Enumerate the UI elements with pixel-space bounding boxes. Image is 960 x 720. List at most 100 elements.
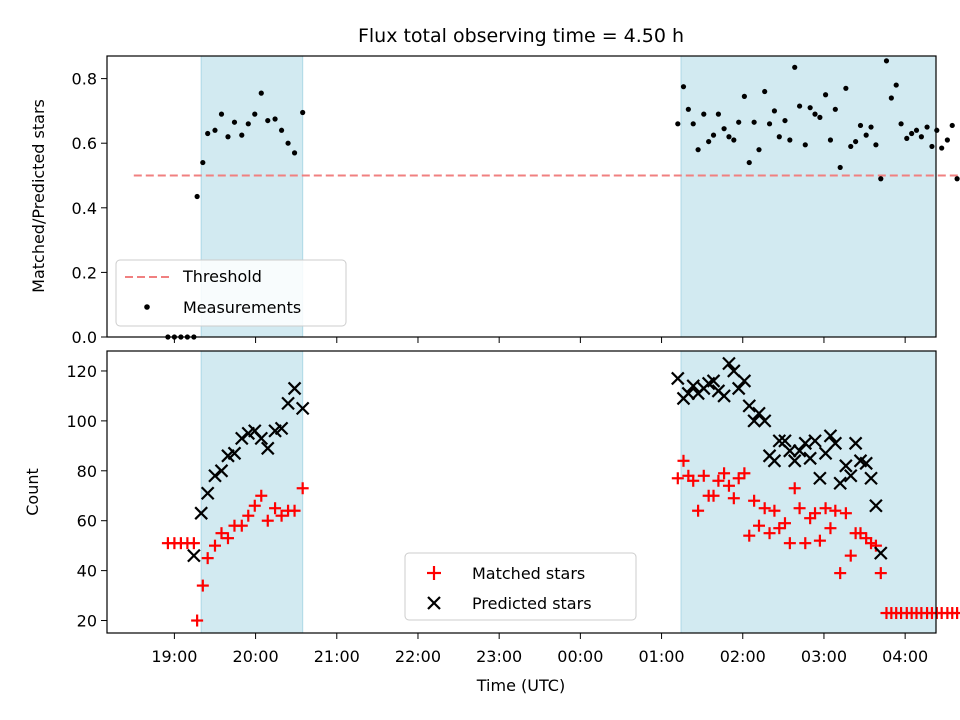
measurement-point (848, 143, 854, 150)
predicted-star-point (727, 364, 741, 378)
y-tick-label: 0.4 (72, 199, 97, 218)
matched-star-point (275, 509, 288, 522)
predicted-star-point-b (767, 454, 782, 468)
measurement-point (225, 134, 231, 140)
measurement-point (721, 126, 727, 132)
measurement-point (252, 111, 258, 117)
predicted-star-point-b (853, 454, 868, 468)
measurement-point (857, 122, 864, 129)
predicted-star-point (813, 471, 827, 486)
measurement-point (285, 140, 291, 146)
measurement-point (751, 119, 757, 125)
measurement-point (278, 127, 285, 133)
measurement-point (796, 103, 803, 109)
measurement-point (934, 127, 940, 133)
y-tick-label: 80 (77, 462, 97, 481)
predicted-star-point (792, 444, 807, 458)
predicted-star-point-b (848, 436, 863, 451)
predicted-star-point (295, 401, 310, 416)
predicted-star-point (783, 444, 797, 458)
legend-measurements-label: Measurements (183, 298, 301, 317)
matched-star-point (819, 502, 832, 515)
predicted-star-point-b (671, 371, 685, 386)
predicted-star-point-b (254, 431, 269, 446)
matched-star-point (712, 474, 725, 487)
matched-star-point (697, 469, 710, 482)
measurement-point (913, 127, 920, 133)
x-tick-label: 19:00 (151, 647, 197, 666)
matched-star-point (874, 567, 887, 580)
matched-star-point (743, 529, 756, 542)
measurement-point (762, 88, 768, 95)
predicted-star-point (260, 441, 275, 456)
predicted-star-point (686, 379, 701, 393)
bottom-legend-box (404, 552, 637, 621)
measurement-point (918, 134, 924, 140)
measurement-point (746, 159, 752, 166)
predicted-star-point-b (260, 441, 275, 456)
predicted-star-point (747, 414, 761, 428)
matched-star-point (839, 507, 852, 520)
predicted-star-point (254, 431, 269, 446)
predicted-star-point (828, 436, 843, 451)
predicted-star-point-b (214, 464, 229, 478)
shaded-interval (681, 56, 936, 337)
matched-star-point (255, 489, 268, 502)
predicted-star-point-b (839, 459, 853, 473)
matched-star-point (834, 567, 847, 580)
measurement-point (710, 132, 717, 138)
matched-star-point (242, 509, 255, 522)
predicted-star-point-b (803, 451, 817, 466)
predicted-star-point (803, 451, 817, 466)
measurement-point (300, 109, 306, 116)
predicted-star-point-b (833, 476, 847, 491)
matched-star-point (727, 492, 740, 505)
predicted-star-point-b (731, 381, 746, 396)
predicted-star-point-b (686, 379, 701, 393)
measurement-point (837, 164, 843, 171)
matched-star-point (269, 502, 282, 515)
predicted-star-point-b (200, 486, 215, 501)
measurement-point (873, 142, 879, 148)
x-tick-label: 23:00 (476, 647, 522, 666)
x-tick-label: 00:00 (557, 647, 603, 666)
measurement-point (944, 137, 950, 143)
predicted-star-point-b (869, 498, 883, 513)
measurement-point (771, 108, 778, 114)
measurement-point (807, 105, 813, 111)
matched-star-point (191, 614, 204, 627)
predicted-star-point (281, 396, 295, 411)
predicted-star-point (671, 371, 685, 386)
measurement-point (715, 111, 721, 117)
legend-matched-label: Matched stars (472, 564, 585, 583)
matched-star-point (758, 502, 771, 515)
bottom-y-axis-label: Count (23, 468, 42, 516)
measurement-point (291, 150, 298, 156)
matched-star-point (677, 454, 690, 467)
bottom-y-ticks: 20 40 60 80 100 120 (66, 362, 107, 631)
y-tick-label: 0.2 (72, 263, 97, 282)
matched-star-point (196, 579, 209, 592)
x-axis-label: Time (UTC) (476, 676, 565, 695)
predicted-star-point (722, 356, 736, 371)
measurement-point (212, 127, 218, 133)
measurement-point (817, 114, 823, 120)
measurement-point (832, 106, 838, 112)
matched-star-point (829, 504, 842, 517)
x-tick-label: 04:00 (882, 647, 928, 666)
measurement-point (888, 95, 894, 101)
predicted-star-point (757, 414, 772, 428)
measurement-point (883, 58, 890, 64)
matched-star-point (215, 527, 228, 540)
predicted-star-point (717, 389, 731, 403)
matched-star-point (799, 537, 812, 550)
bottom-legend: Matched stars Predicted stars (404, 552, 637, 621)
measurement-point (868, 124, 874, 130)
measurement-point (949, 122, 955, 129)
top-x-ticks (173, 337, 906, 343)
measurement-point (680, 84, 687, 90)
predicted-star-point (706, 374, 721, 388)
measurement-point (853, 138, 859, 145)
predicted-star-point-b (742, 399, 757, 413)
predicted-star-point-b (274, 421, 289, 436)
